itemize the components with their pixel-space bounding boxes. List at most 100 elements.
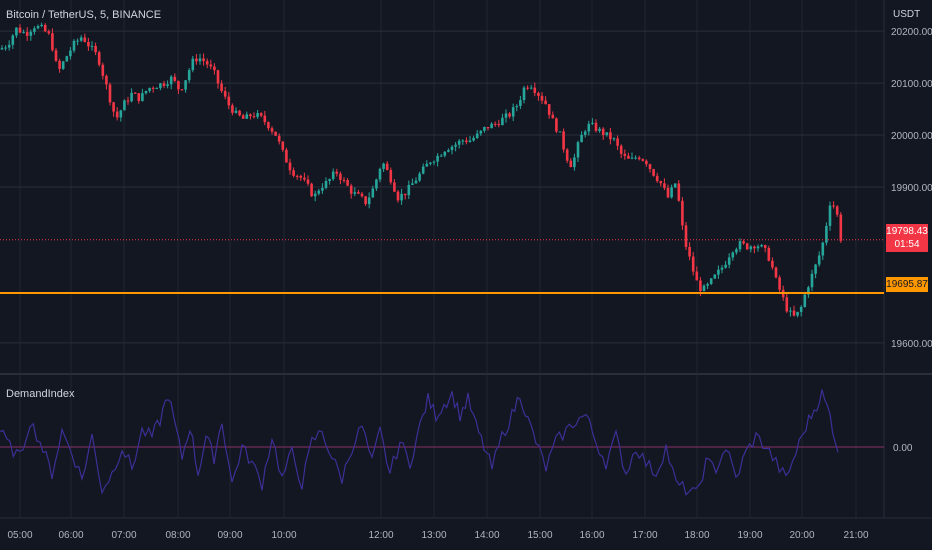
candle-body: [321, 187, 324, 191]
candle-body: [814, 264, 817, 274]
candle-body: [162, 83, 166, 86]
candle-body: [468, 140, 472, 143]
candle-body: [382, 163, 385, 169]
candle-body: [295, 175, 299, 177]
candle-body: [105, 75, 108, 85]
candle-body: [745, 243, 749, 250]
candle-body: [601, 128, 605, 136]
candle-body: [141, 93, 144, 101]
candle-body: [630, 157, 634, 159]
candle-body: [778, 277, 781, 290]
candle-body: [411, 183, 414, 185]
candle-body: [389, 169, 393, 183]
candle-body: [540, 95, 544, 101]
candle-body: [799, 306, 803, 312]
candle-body: [72, 40, 76, 51]
candle-body: [641, 159, 645, 161]
candle-body: [583, 131, 587, 135]
candle-body: [15, 27, 18, 36]
indicator-series-line: [0, 389, 839, 496]
candle-body: [108, 84, 112, 103]
candle-body: [126, 100, 130, 102]
time-tick-label: 13:00: [421, 530, 446, 541]
candle-body: [205, 61, 209, 65]
horizontal-line-badge: 19695.87: [886, 277, 928, 292]
candle-body: [180, 89, 184, 91]
candle-body: [817, 255, 821, 265]
candle-body: [231, 105, 234, 113]
candle-body: [832, 205, 835, 207]
candle-body: [115, 111, 119, 118]
indicator-title[interactable]: DemandIndex: [6, 388, 75, 400]
price-tick-label: 19900.00: [891, 183, 932, 194]
candle-body: [220, 83, 223, 92]
candle-body: [191, 58, 195, 71]
candle-body: [33, 28, 36, 32]
time-tick-label: 18:00: [684, 530, 709, 541]
candle-body: [4, 47, 7, 49]
time-tick-label: 21:00: [843, 530, 868, 541]
candle-body: [771, 260, 774, 268]
candle-body: [436, 155, 439, 162]
candle-body: [547, 104, 551, 115]
candle-body: [555, 118, 558, 132]
candle-body: [529, 87, 533, 89]
candle-body: [526, 87, 529, 89]
candle-body: [605, 132, 609, 136]
candle-body: [400, 193, 403, 201]
candle-body: [252, 116, 256, 118]
last-price-value: 19798.43: [886, 226, 928, 237]
candle-body: [223, 91, 227, 97]
candle-body: [695, 271, 699, 281]
candle-body: [677, 183, 681, 201]
candle-body: [310, 183, 313, 197]
candles-group: [0, 22, 843, 318]
candle-body: [367, 197, 371, 205]
time-tick-label: 15:00: [527, 530, 552, 541]
time-tick-label: 10:00: [271, 530, 296, 541]
candle-body: [335, 171, 339, 174]
candle-body: [803, 294, 807, 307]
time-tick-label: 06:00: [58, 530, 83, 541]
candle-body: [623, 153, 627, 156]
candle-body: [112, 102, 115, 112]
candle-body: [720, 267, 724, 270]
candle-body: [421, 166, 425, 174]
candle-body: [306, 179, 310, 184]
candle-body: [25, 32, 29, 36]
candle-body: [11, 35, 15, 45]
candle-body: [375, 179, 378, 189]
candle-body: [123, 100, 126, 111]
candle-body: [234, 110, 238, 113]
candle-body: [490, 123, 493, 129]
candle-body: [670, 187, 673, 198]
time-tick-label: 05:00: [7, 530, 32, 541]
candle-body: [396, 191, 400, 201]
candle-body: [151, 87, 155, 89]
candle-body: [717, 269, 720, 275]
time-tick-label: 19:00: [737, 530, 762, 541]
candle-body: [349, 185, 353, 194]
candle-body: [648, 164, 652, 170]
candle-body: [97, 52, 101, 65]
candle-body: [544, 100, 547, 105]
candle-body: [562, 131, 565, 150]
candle-body: [558, 131, 562, 133]
candle-body: [245, 114, 249, 119]
candle-body: [439, 155, 443, 157]
candle-body: [18, 27, 22, 33]
candle-body: [691, 256, 695, 272]
candle-body: [29, 31, 33, 36]
candle-body: [0, 48, 4, 50]
candle-body: [263, 115, 267, 123]
candle-body: [238, 110, 241, 116]
candle-body: [54, 50, 58, 61]
candle-body: [137, 93, 141, 101]
candle-body: [504, 113, 508, 118]
candle-body: [324, 180, 328, 188]
candle-body: [519, 100, 522, 107]
candle-body: [385, 163, 389, 170]
candle-body: [450, 146, 454, 151]
candle-body: [371, 188, 375, 198]
